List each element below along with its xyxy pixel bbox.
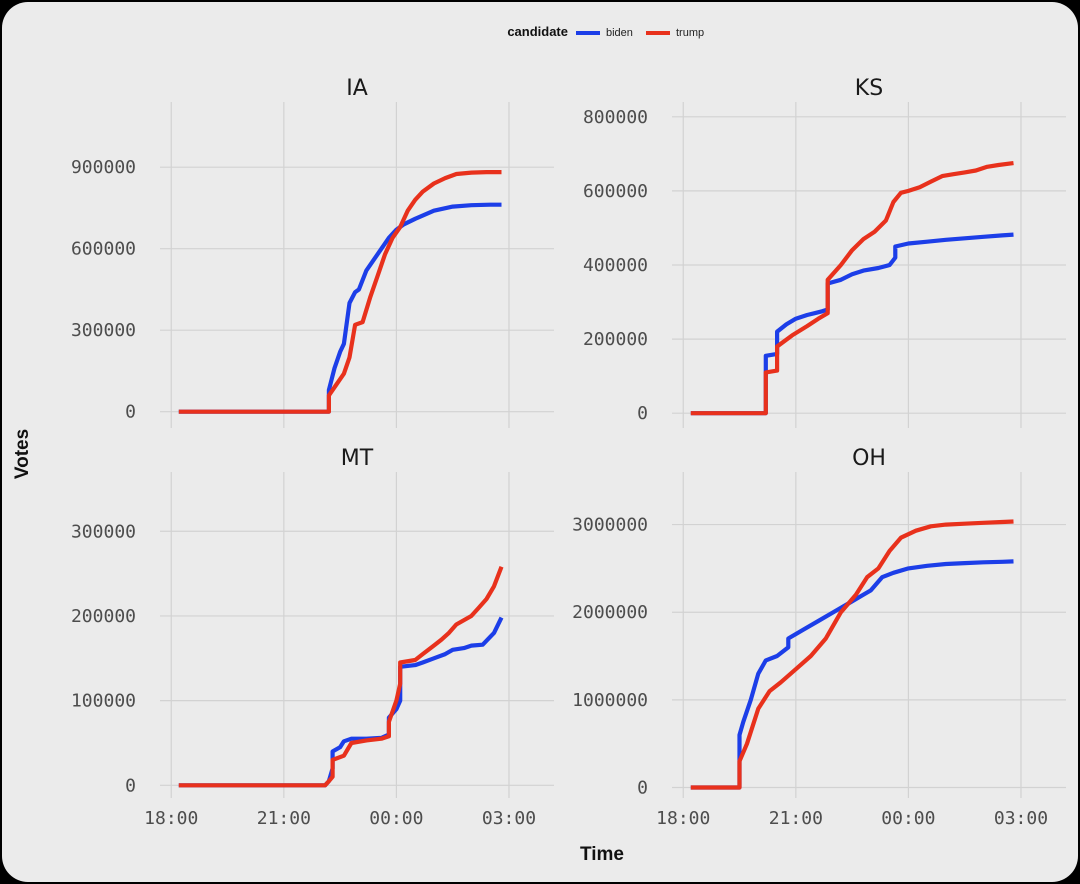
panel-ia: IA 0 300000 600000 900000 [71,76,554,428]
y-tick-label: 2000000 [572,602,648,623]
y-tick-label: 300000 [71,320,136,341]
y-tick-label: 100000 [71,691,136,712]
x-tick-label: 00:00 [369,808,423,829]
y-tick-label: 1000000 [572,690,648,711]
y-tick-label: 200000 [71,606,136,627]
panel-mt: MT 18:00 21:00 00:00 03:00 0 100000 200000 30000… [71,446,554,829]
panel-oh: OH 18:00 21:00 00:00 03:00 0 1000000 2000000 300… [572,446,1066,829]
legend-label-biden: biden [606,27,633,39]
y-tick-label: 200000 [583,329,648,350]
y-tick-label: 0 [637,777,648,798]
panel-ks: KS 0 200000 400000 600000 800000 [583,76,1066,428]
y-tick-label: 3000000 [572,515,648,536]
legend: candidate biden trump [507,24,704,39]
y-tick-label: 300000 [71,521,136,542]
y-tick-label: 800000 [583,107,648,128]
y-tick-label: 0 [637,403,648,424]
y-tick-label: 600000 [71,239,136,260]
x-axis-title: Time [580,844,624,865]
y-tick-label: 0 [125,402,136,423]
x-tick-label: 21:00 [257,808,311,829]
panel-title: IA [346,76,368,101]
panel-title: MT [341,446,374,471]
y-tick-label: 600000 [583,181,648,202]
panel-title: OH [852,446,886,471]
y-tick-label: 0 [125,775,136,796]
panel-title: KS [855,76,883,101]
series-line-biden [178,202,502,414]
x-tick-label: 18:00 [144,808,198,829]
x-tick-label: 03:00 [482,808,536,829]
legend-label-trump: trump [676,27,704,39]
series-line-trump [690,161,1014,416]
legend-title: candidate [507,24,568,39]
y-axis-title: Votes [12,429,33,479]
x-tick-label: 21:00 [769,808,823,829]
series-line-biden [178,616,504,788]
series-line-trump [690,519,1014,790]
series-line-trump [178,566,504,788]
series-line-biden [690,559,1014,790]
x-tick-label: 03:00 [994,808,1048,829]
x-tick-label: 00:00 [881,808,935,829]
y-tick-label: 900000 [71,157,136,178]
series-line-trump [178,170,502,414]
x-tick-label: 18:00 [656,808,710,829]
y-tick-label: 400000 [583,255,648,276]
series-line-biden [690,232,1014,416]
